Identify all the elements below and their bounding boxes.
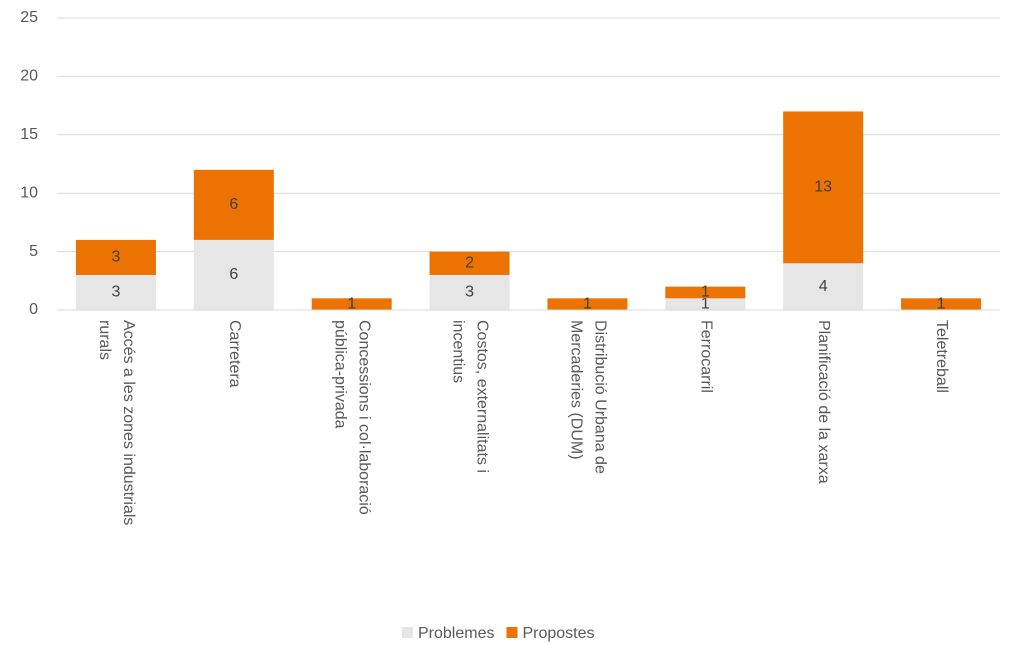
data-label: 1 (583, 295, 592, 312)
x-tick-label: Accés a les zones industrialsrurals (96, 320, 137, 525)
bar-segment (75, 239, 156, 275)
data-label: 13 (814, 179, 832, 196)
data-label: 1 (701, 284, 710, 301)
bar-segment (193, 239, 274, 310)
data-label: 2 (465, 254, 474, 271)
x-tick-label: Distribució Urbana deMercaderies (DUM) (567, 320, 608, 474)
bar-segment (665, 286, 746, 299)
legend-label: Propostes (522, 625, 594, 642)
data-label: 1 (347, 295, 356, 312)
data-label: 4 (819, 278, 828, 295)
bar-segment (783, 263, 864, 310)
bar-segment (311, 298, 392, 310)
x-tick-label: Carretera (226, 320, 243, 388)
bar-segment (75, 274, 156, 310)
legend-swatch (506, 627, 518, 638)
data-label: 3 (111, 284, 120, 301)
y-tick-label: 20 (20, 68, 38, 85)
x-tick-label: Ferrocarril (697, 320, 714, 393)
bar-segment (783, 111, 864, 264)
bar-segment (429, 251, 510, 275)
bar-segment (193, 169, 274, 240)
bar-segment (429, 274, 510, 310)
data-label: 1 (937, 295, 946, 312)
y-tick-label: 0 (29, 301, 38, 318)
data-label: 3 (111, 249, 120, 266)
data-label: 3 (465, 284, 474, 301)
x-tick-label: Concessions i col·laboraciópública-priva… (331, 320, 372, 515)
x-tick-label: Planificació de la xarxa (815, 320, 832, 484)
data-label: 1 (701, 295, 710, 312)
legend-label: Problemes (418, 625, 494, 642)
data-label: 6 (229, 196, 238, 213)
data-label: 6 (229, 266, 238, 283)
bar-segment (665, 298, 746, 310)
bar-segment (901, 298, 982, 310)
legend-swatch (402, 627, 413, 638)
bar-segment (547, 298, 628, 310)
y-tick-label: 15 (20, 126, 38, 143)
x-tick-label: Costos, externalitats iincentius (449, 320, 490, 473)
x-tick-label: Teletreball (933, 320, 950, 393)
y-tick-label: 25 (20, 9, 38, 26)
y-tick-label: 5 (29, 243, 38, 260)
y-tick-label: 10 (20, 184, 38, 201)
